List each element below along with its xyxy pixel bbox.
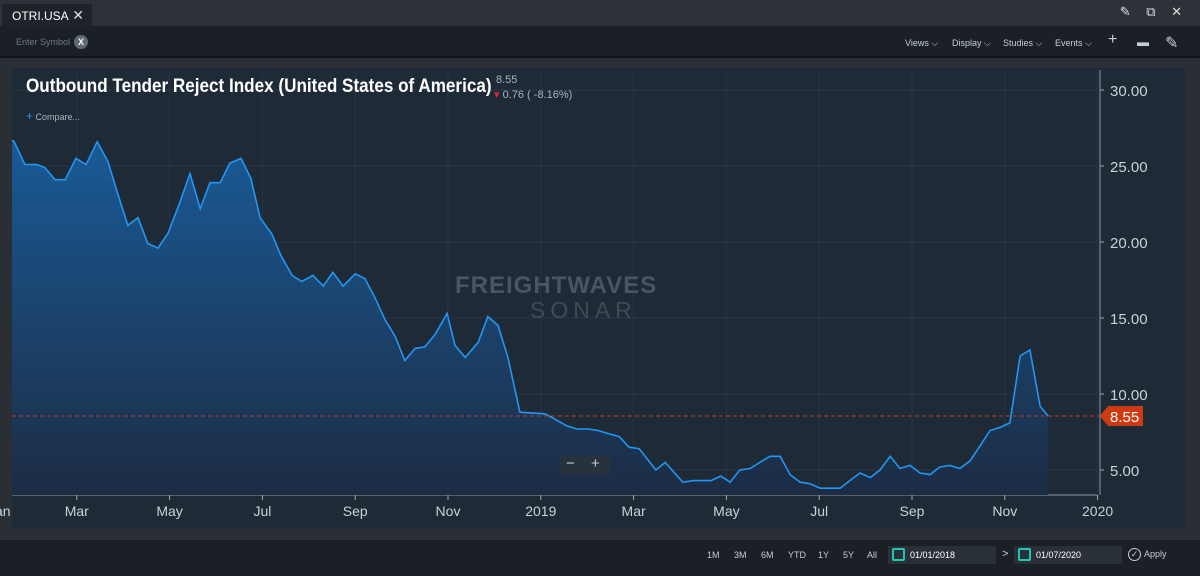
change-text: 0.76 ( -8.16%) — [502, 89, 573, 101]
x-tick-label: 2020 — [1082, 503, 1113, 519]
x-tick-label: Mar — [622, 503, 646, 519]
down-arrow-icon: ▾ — [494, 89, 500, 101]
x-tick-label: Jul — [810, 503, 828, 519]
watermark-sonar: SONAR — [530, 297, 637, 323]
x-tick-label: Nov — [436, 503, 461, 519]
y-tick-label: 10.00 — [1110, 387, 1148, 404]
x-tick-label: 2019 — [525, 503, 556, 519]
plus-icon: + — [26, 109, 34, 123]
comment-icon[interactable]: ▬ — [1137, 35, 1149, 49]
range-5y[interactable]: 5Y — [843, 550, 855, 560]
symbol-input[interactable]: Enter Symbol — [16, 37, 71, 47]
apply-label: Apply — [1144, 549, 1167, 559]
x-tick-label: Sep — [343, 503, 368, 519]
end-date-value: 01/07/2020 — [1036, 550, 1082, 560]
range-1y[interactable]: 1Y — [818, 550, 830, 560]
check-icon: ✓ — [1128, 548, 1141, 561]
area-fill — [12, 140, 1048, 495]
tab-bar: OTRI.USA ✕ ✎ ⧉ ✕ — [0, 0, 1200, 26]
x-tick-label: Sep — [900, 503, 925, 519]
draw-pencil-icon[interactable]: ✎ — [1165, 35, 1179, 52]
x-tick-label: May — [156, 503, 182, 519]
close-tab-icon[interactable]: ✕ — [72, 7, 84, 23]
range-1m[interactable]: 1M — [707, 550, 720, 560]
start-date-input[interactable]: 01/01/2018 — [888, 546, 996, 564]
clear-symbol-button[interactable]: X — [74, 35, 88, 49]
calendar-icon — [892, 548, 905, 561]
last-value-marker — [1100, 406, 1143, 427]
zoom-controls: − + — [560, 455, 610, 474]
range-all[interactable]: All — [867, 550, 878, 560]
watermark-logo: FREIGHTWAVES — [455, 272, 658, 299]
end-date-input[interactable]: 01/07/2020 — [1014, 546, 1122, 564]
footer: 1M 3M 6M YTD 1Y 5Y All 01/01/2018 > 01/0… — [0, 540, 1200, 576]
apply-button[interactable]: ✓ Apply — [1128, 548, 1167, 561]
range-3m[interactable]: 3M — [734, 550, 747, 560]
x-tick-label: Jan — [0, 503, 11, 519]
date-separator: > — [1002, 548, 1009, 560]
zoom-out-button[interactable]: − — [566, 455, 575, 472]
x-tick-label: Nov — [992, 503, 1017, 519]
studies-menu[interactable]: Studies ⌵ — [1003, 38, 1043, 48]
y-tick-label: 15.00 — [1110, 311, 1148, 328]
range-6m[interactable]: 6M — [761, 550, 774, 560]
chart-title: Outbound Tender Reject Index (United Sta… — [26, 76, 492, 97]
views-menu[interactable]: Views ⌵ — [905, 38, 939, 48]
last-value: 8.55 — [496, 74, 518, 86]
chart-svg[interactable]: 5.00 10.00 15.00 20.00 25.00 30.00 Jan Mar May Ju… — [0, 0, 1200, 540]
y-tick-label: 5.00 — [1110, 463, 1139, 480]
x-tick-label: Mar — [65, 503, 89, 519]
y-tick-label: 25.00 — [1110, 159, 1148, 176]
display-menu[interactable]: Display ⌵ — [952, 38, 991, 48]
events-menu[interactable]: Events ⌵ — [1055, 38, 1092, 48]
y-tick-label: 20.00 — [1110, 235, 1148, 252]
calendar-icon — [1018, 548, 1031, 561]
tab-label: OTRI.USA — [12, 9, 69, 23]
y-tick-label: 30.00 — [1110, 83, 1148, 100]
last-value-label: 8.55 — [1110, 409, 1139, 426]
compare-label: Compare... — [35, 112, 81, 122]
range-ytd[interactable]: YTD — [788, 550, 806, 560]
window-controls-icon[interactable]: ✎ ⧉ ✕ — [1119, 4, 1188, 19]
toolbar: Enter Symbol X Views ⌵ Display ⌵ Studies… — [0, 26, 1200, 58]
compare-button[interactable]: + Compare... — [26, 109, 80, 123]
x-tick-label: Jul — [253, 503, 271, 519]
add-icon[interactable]: + — [1108, 31, 1118, 48]
x-tick-label: May — [713, 503, 739, 519]
change-value: ▾ 0.76 ( -8.16%) — [494, 88, 572, 101]
tab-otri-usa[interactable]: OTRI.USA ✕ — [2, 4, 92, 26]
series-line — [12, 139, 1049, 489]
zoom-in-button[interactable]: + — [591, 455, 600, 472]
start-date-value: 01/01/2018 — [910, 550, 956, 560]
